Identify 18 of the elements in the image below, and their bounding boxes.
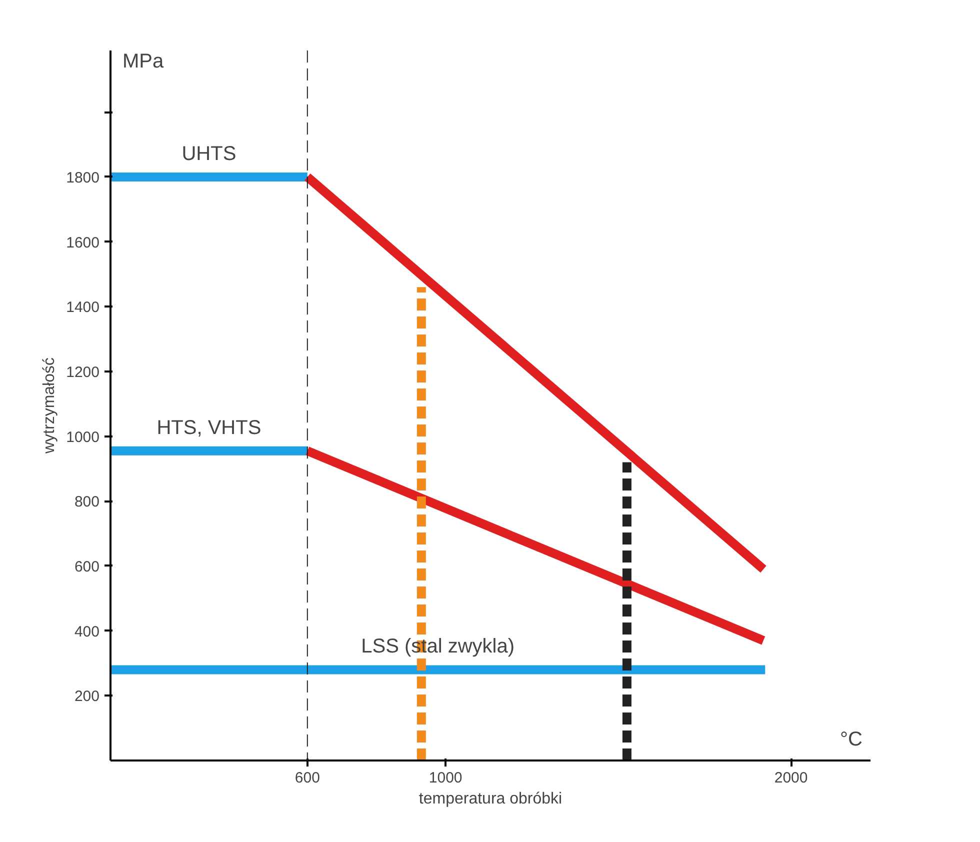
annotation: MPa xyxy=(122,50,164,72)
x-tick-label: 2000 xyxy=(774,770,808,786)
y-tick-label: 1200 xyxy=(66,364,100,381)
series-label: HTS, VHTS xyxy=(156,416,262,439)
annotation: °C xyxy=(840,728,863,750)
y-tick-label: 400 xyxy=(74,623,100,640)
y-tick-label: 1800 xyxy=(66,169,100,186)
series-label: UHTS xyxy=(182,142,236,165)
y-tick-label: 600 xyxy=(74,558,100,576)
y-axis-title: wytrzymałość xyxy=(41,357,58,455)
y-tick-label: 1000 xyxy=(66,428,100,446)
y-tick-label: 1400 xyxy=(66,299,100,316)
y-tick-label: 1600 xyxy=(66,234,100,252)
x-tick-label: 600 xyxy=(294,770,320,786)
y-tick-label: 200 xyxy=(74,688,100,706)
x-tick-label: 1000 xyxy=(428,770,462,786)
x-axis-title: temperatura obróbki xyxy=(418,790,562,808)
y-tick-label: 800 xyxy=(74,494,100,511)
